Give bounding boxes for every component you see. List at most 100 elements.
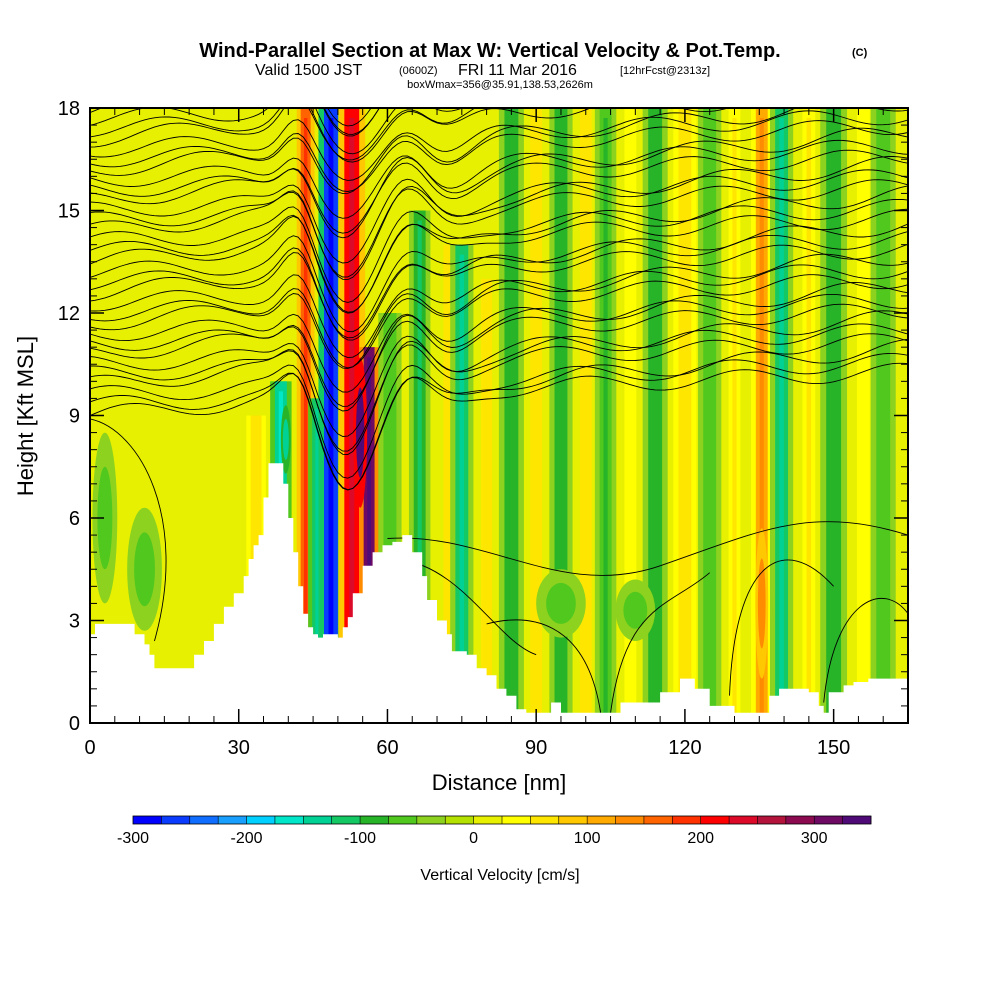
isentrope-line [90, 333, 908, 452]
colorbar [132, 815, 872, 825]
box-info: boxWmax=356@35.91,138.53,2626m [407, 79, 593, 91]
isentrope-line [90, 91, 908, 104]
forecast-info: [12hrFcst@2313z] [620, 65, 710, 77]
colorbar-tick-label: 300 [801, 830, 828, 847]
colorbar-swatch [133, 816, 162, 824]
isentrope-line [90, 156, 908, 281]
colorbar-swatch [445, 816, 474, 824]
isentrope-line [823, 598, 908, 703]
colorbar-swatch [189, 816, 219, 824]
colorbar-swatch [360, 816, 389, 824]
valid-time: Valid 1500 JST [255, 62, 363, 79]
colorbar-swatch [729, 816, 758, 824]
isentrope-line [610, 572, 710, 713]
x-tick-label: 120 [668, 737, 701, 759]
velocity-blobs [92, 357, 769, 679]
x-tick-label: 150 [817, 737, 850, 759]
title-mark: (C) [852, 47, 868, 59]
velocity-blob [97, 466, 113, 570]
x-axis: 0 30 60 90 120 150 [84, 108, 909, 759]
isentrope-line [90, 139, 908, 219]
velocity-blob [623, 591, 648, 629]
velocity-blob [757, 558, 766, 649]
colorbar-swatch [246, 816, 276, 824]
x-tick-label: 30 [228, 737, 250, 759]
colorbar-swatch [388, 816, 418, 824]
isentrope-line [90, 179, 908, 278]
colorbar-swatch [558, 816, 588, 824]
colorbar-tick-label: 100 [574, 830, 601, 847]
plot-area [90, 91, 908, 723]
isentrope-line [90, 338, 908, 491]
velocity-band-core [447, 254, 452, 723]
velocity-band-core [880, 118, 886, 723]
valid-utc: (0600Z) [399, 65, 438, 77]
velocity-band-core [707, 118, 712, 723]
velocity-band-core [367, 357, 372, 723]
isentrope-line [90, 303, 908, 407]
velocity-blob [134, 532, 155, 607]
y-tick-label: 3 [69, 611, 80, 633]
velocity-band-core [628, 118, 633, 723]
isentrope-line [90, 108, 568, 161]
isentrope-line [90, 352, 908, 479]
y-axis: 0 3 6 9 12 15 18 [58, 98, 908, 735]
isentrope-line [90, 323, 908, 437]
isentrope-line [90, 243, 908, 341]
y-tick-label: 18 [58, 98, 80, 120]
x-axis-label: Distance [nm] [432, 770, 567, 795]
velocity-blob [282, 418, 289, 460]
colorbar-swatch [473, 816, 503, 824]
colorbar-swatch [331, 816, 361, 824]
isentrope-line [90, 169, 908, 264]
y-tick-label: 0 [69, 713, 80, 735]
velocity-band-core [779, 118, 784, 723]
isentrope-line [90, 418, 167, 642]
isentrope-line [90, 120, 908, 192]
velocity-band-core [349, 118, 355, 723]
velocity-band-core [459, 254, 465, 723]
isentrope-line [90, 310, 908, 455]
colorbar-swatch [303, 816, 332, 824]
colorbar-tick-label: 200 [687, 830, 714, 847]
colorbar-swatch [785, 816, 815, 824]
isentrope-line [387, 521, 908, 576]
colorbar-ticks: -300 -200 -100 0 100 200 300 [117, 830, 828, 847]
colorbar-swatch [842, 816, 872, 824]
isentrope-line [90, 223, 908, 339]
velocity-band-core [583, 118, 588, 723]
colorbar-swatch [700, 816, 730, 824]
colorbar-swatch [814, 816, 843, 824]
colorbar-swatch [757, 816, 787, 824]
colorbar-swatch [643, 816, 673, 824]
velocity-band-core [831, 118, 837, 723]
isentrope-line [90, 253, 908, 370]
isentrope-line [486, 619, 602, 713]
velocity-band-core [732, 118, 737, 723]
colorbar-swatch [587, 816, 616, 824]
isentrope-line [90, 198, 908, 303]
colorbar-swatch [530, 816, 560, 824]
colorbar-swatch [502, 816, 531, 824]
isentrope-line [90, 108, 549, 155]
x-tick-label: 0 [84, 737, 95, 759]
isentrope-line [90, 231, 908, 333]
velocity-band-core [484, 288, 489, 723]
terrain [90, 463, 908, 723]
colorbar-tick-label: -200 [231, 830, 263, 847]
velocity-band-core [328, 118, 334, 723]
velocity-band-core [387, 323, 393, 723]
y-tick-label: 15 [58, 201, 80, 223]
velocity-band-core [417, 220, 422, 723]
isentrope-line [90, 274, 908, 369]
x-tick-label: 60 [376, 737, 398, 759]
isentrope-line [90, 362, 908, 491]
colorbar-swatch [161, 816, 191, 824]
velocity-band-core [806, 118, 812, 723]
isentrope-line [90, 185, 908, 313]
isentrope-line [90, 149, 908, 234]
velocity-band-core [861, 118, 866, 723]
y-axis-label: Height [Kft MSL] [13, 336, 38, 496]
isentrope-line [90, 127, 908, 239]
